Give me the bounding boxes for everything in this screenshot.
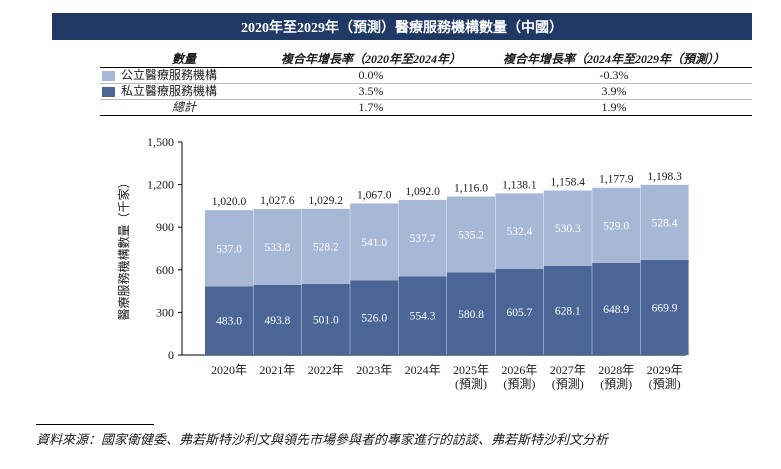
private-value-label: 554.3 [410, 311, 436, 323]
public-bar-segment [301, 208, 350, 284]
x-tick-label: 2020年 [211, 363, 247, 377]
y-tick-label: 1,500 [147, 135, 174, 149]
y-tick-label: 300 [156, 305, 174, 319]
public-bar-segment [205, 210, 253, 287]
total-value-label: 1,116.0 [454, 183, 488, 195]
public-value-label: 530.3 [555, 223, 581, 235]
total-value-label: 1,020.0 [212, 196, 247, 208]
summary-label-private: 私立醫療服務機構 [121, 84, 218, 98]
x-tick-label: 2026年 [501, 363, 537, 377]
x-tick-sublabel: (預測) [455, 377, 487, 391]
public-value-label: 532.4 [506, 226, 532, 238]
stacked-bar-chart: 0 300 600 900 1,200 1,500 醫療服務機構數量（千家） 483.0 537… [116, 135, 689, 391]
public-legend-swatch [102, 70, 115, 81]
private-value-label: 648.9 [603, 304, 629, 316]
chart-title: 2020年至2029年（預測）醫療服務機構數量（中國） [52, 13, 752, 40]
public-bar-segment [543, 190, 592, 266]
total-cagr-2024-2029: 1.9% [601, 100, 627, 114]
public-value-label: 528.4 [652, 217, 678, 229]
total-value-label: 1,067.0 [357, 189, 392, 201]
public-bar-segment [495, 193, 544, 269]
x-tick-label: 2029年 [647, 363, 683, 377]
public-value-label: 529.0 [603, 220, 629, 232]
total-value-label: 1,158.4 [551, 177, 586, 189]
private-value-label: 526.0 [361, 313, 387, 325]
y-tick-label: 900 [156, 220, 174, 234]
private-value-label: 501.0 [313, 314, 339, 326]
public-value-label: 535.2 [458, 230, 484, 242]
y-tick-label: 600 [156, 263, 174, 277]
public-value-label: 533.8 [264, 242, 290, 254]
y-tick-label: 1,200 [147, 178, 174, 192]
private-bar-segment [350, 280, 399, 355]
header-quantity: 數量 [171, 52, 196, 66]
x-tick-label: 2021年 [259, 363, 295, 377]
x-tick-sublabel: (預測) [503, 377, 535, 391]
x-tick-sublabel: (預測) [552, 377, 584, 391]
public-bar-segment [253, 209, 302, 285]
total-cagr-2020-2024: 1.7% [358, 100, 384, 114]
private-bar-segment [592, 262, 641, 355]
private-value-label: 669.9 [652, 302, 678, 314]
summary-label-total: 總計 [171, 100, 196, 114]
private-value-label: 605.7 [506, 307, 532, 319]
total-value-label: 1,029.2 [309, 195, 344, 207]
x-tick-sublabel: (預測) [600, 377, 632, 391]
private-bar-segment [301, 283, 350, 355]
footnote-divider [36, 424, 154, 425]
private-bar-segment [640, 259, 689, 355]
public-value-label: 537.0 [216, 243, 242, 255]
public-value-label: 528.2 [313, 241, 339, 253]
total-value-label: 1,138.1 [502, 179, 537, 191]
x-tick-label: 2025年 [453, 363, 489, 377]
private-bar-segment [398, 276, 447, 355]
public-cagr-2024-2029: -0.3% [599, 68, 629, 82]
total-value-label: 1,027.6 [260, 195, 295, 207]
private-value-label: 628.1 [555, 305, 581, 317]
x-tick-label: 2024年 [405, 363, 441, 377]
x-tick-label: 2022年 [308, 363, 344, 377]
private-value-label: 580.8 [458, 309, 484, 321]
summary-row-private: 私立醫療服務機構 3.5% 3.9% [100, 84, 752, 100]
header-cagr-2024-2029: 複合年增長率（2024年至2029年（預測）） [502, 52, 725, 66]
private-value-label: 493.8 [264, 315, 290, 327]
y-tick-label: 0 [168, 348, 174, 362]
private-legend-swatch [102, 86, 115, 97]
header-cagr-2020-2024: 複合年增長率（2020年至2024年） [280, 52, 461, 66]
x-tick-label: 2027年 [550, 363, 586, 377]
private-bar-segment [205, 286, 253, 355]
summary-label-public: 公立醫療服務機構 [121, 68, 218, 82]
total-value-label: 1,092.0 [405, 186, 440, 198]
private-cagr-2024-2029: 3.9% [601, 84, 627, 98]
x-tick-label: 2028年 [598, 363, 634, 377]
public-bar-segment [350, 203, 399, 281]
y-axis-label: 醫療服務機構數量（千家） [116, 176, 131, 320]
summary-row-total: 總計 1.7% 1.9% [100, 100, 752, 116]
x-tick-sublabel: (預測) [649, 377, 681, 391]
public-bar-segment [398, 199, 447, 277]
source-note: 資料來源：國家衛健委、弗若斯特沙利文與領先市場參與者的專家進行的訪談、弗若斯特沙… [36, 432, 609, 447]
private-bar-segment [543, 265, 592, 355]
cagr-summary-table: 數量 複合年增長率（2020年至2024年） 複合年增長率（2024年至2029… [100, 52, 752, 116]
total-value-label: 1,198.3 [647, 171, 682, 183]
private-bar-segment [447, 272, 495, 355]
summary-row-public: 公立醫療服務機構 0.0% -0.3% [100, 68, 752, 84]
private-cagr-2020-2024: 3.5% [358, 84, 384, 98]
private-value-label: 483.0 [216, 316, 242, 328]
public-value-label: 537.7 [410, 233, 436, 245]
public-bar-segment [592, 187, 641, 263]
public-bar-segment [640, 184, 689, 260]
public-cagr-2020-2024: 0.0% [358, 68, 384, 82]
total-value-label: 1,177.9 [599, 174, 634, 186]
x-tick-label: 2023年 [356, 363, 392, 377]
private-bar-segment [495, 268, 544, 355]
public-value-label: 541.0 [361, 237, 387, 249]
public-bar-segment [447, 196, 495, 273]
summary-header-row: 數量 複合年增長率（2020年至2024年） 複合年增長率（2024年至2029… [100, 52, 752, 68]
private-bar-segment [253, 284, 302, 355]
